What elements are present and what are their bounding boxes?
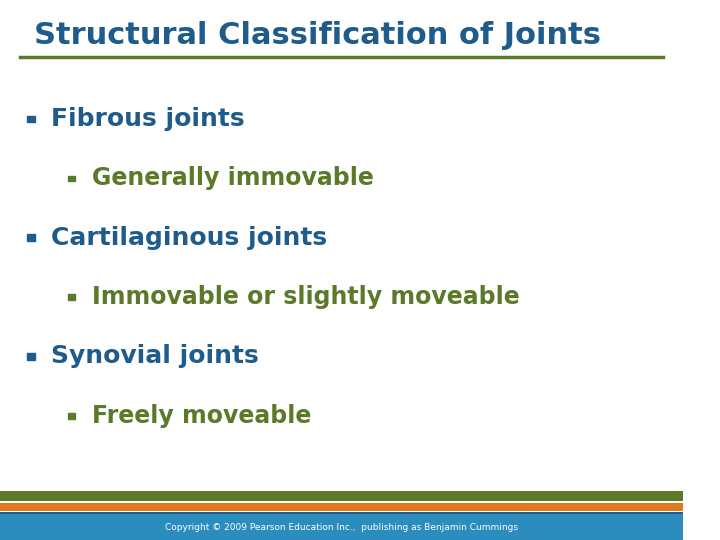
Text: Copyright © 2009 Pearson Education Inc.,  publishing as Benjamin Cummings: Copyright © 2009 Pearson Education Inc.,… <box>165 523 518 531</box>
Text: Synovial joints: Synovial joints <box>51 345 259 368</box>
Text: Generally immovable: Generally immovable <box>92 166 374 190</box>
FancyBboxPatch shape <box>27 116 35 122</box>
FancyBboxPatch shape <box>68 176 75 181</box>
Text: Cartilaginous joints: Cartilaginous joints <box>51 226 328 249</box>
FancyBboxPatch shape <box>68 413 75 418</box>
FancyBboxPatch shape <box>27 353 35 360</box>
Bar <box>0 512 683 524</box>
Text: Freely moveable: Freely moveable <box>92 404 312 428</box>
Bar <box>0 491 683 501</box>
FancyBboxPatch shape <box>27 234 35 241</box>
Text: Immovable or slightly moveable: Immovable or slightly moveable <box>92 285 520 309</box>
Bar <box>0 503 683 511</box>
Bar <box>0 514 683 540</box>
FancyBboxPatch shape <box>68 294 75 300</box>
Text: Structural Classification of Joints: Structural Classification of Joints <box>34 21 601 50</box>
Text: Fibrous joints: Fibrous joints <box>51 107 245 131</box>
